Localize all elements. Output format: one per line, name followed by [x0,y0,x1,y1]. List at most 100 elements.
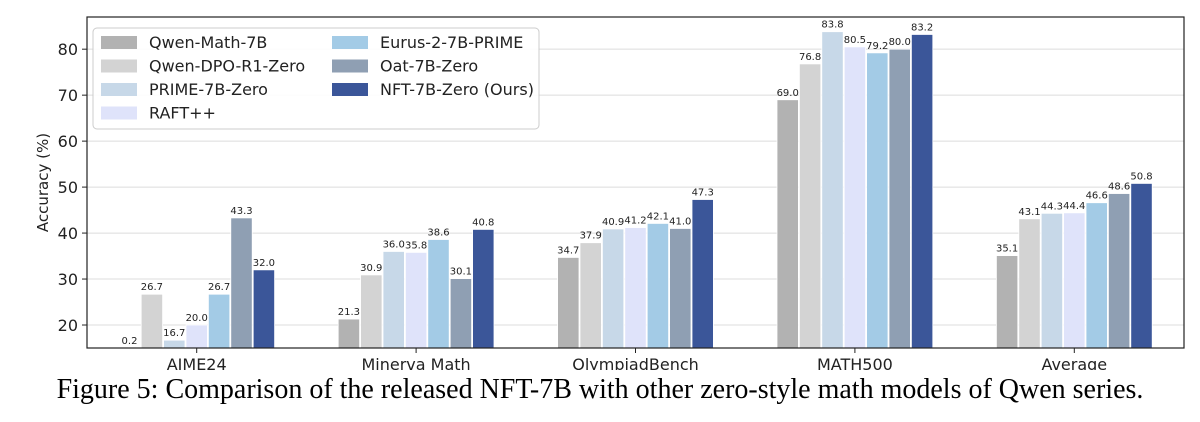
bar [911,34,934,349]
data-label: 43.3 [230,206,252,217]
legend-swatch [101,36,137,49]
legend-swatch [332,36,368,49]
data-label: 41.2 [624,216,646,227]
data-label: 32.0 [253,258,275,269]
bar-chart: 0.226.716.720.026.743.332.021.330.936.0 3… [34,16,1185,370]
bar [360,274,383,349]
data-label: 46.6 [1086,191,1108,202]
bar [1018,218,1041,349]
x-axis: AIME24 Minerva Math OlympiadBench MATH500 Av… [167,348,1107,370]
data-label: 36.0 [383,239,405,250]
data-label: 40.8 [472,217,494,228]
data-label: 21.3 [338,307,360,318]
y-tick-label: 60 [58,132,78,151]
bar [472,228,495,349]
figure-caption: Figure 5: Comparison of the released NFT… [56,374,1144,405]
y-tick-label: 50 [58,178,78,197]
bar [185,324,208,349]
bar [140,293,163,349]
data-label: 34.7 [557,245,579,256]
data-labels: 0.226.716.720.026.743.332.021.330.936.0 3… [122,20,1153,347]
legend-label: Qwen-DPO-R1-Zero [149,57,305,76]
data-label: 16.7 [163,328,185,339]
data-label: 30.9 [360,263,382,274]
bar [996,255,1019,349]
legend-label: Oat-7B-Zero [380,57,478,76]
data-label: 30.1 [450,267,472,278]
bar [1130,183,1153,349]
bar [821,31,844,349]
data-label: 20.0 [186,313,208,324]
data-label: 43.1 [1018,207,1040,218]
legend-swatch [332,83,368,96]
data-label: 76.8 [799,52,821,63]
data-label: 35.1 [996,244,1018,255]
bar [602,228,625,349]
legend: Qwen-Math-7B Qwen-DPO-R1-Zero PRIME-7B-Zer… [92,27,540,130]
data-label: 50.8 [1130,171,1152,182]
data-label: 48.6 [1108,182,1130,193]
bar [230,217,253,349]
legend-label: Eurus-2-7B-PRIME [380,33,523,52]
data-label: 69.0 [777,88,799,99]
y-tick-label: 70 [58,86,78,105]
legend-label: Qwen-Math-7B [149,33,267,52]
x-tick-label: OlympiadBench [572,355,699,370]
data-label: 79.2 [866,41,888,52]
data-label: 83.2 [911,22,933,33]
data-label: 44.3 [1041,201,1063,212]
x-tick-label: MATH500 [817,355,893,370]
bar [579,242,602,349]
bar [449,278,473,349]
data-label: 26.7 [208,282,230,293]
legend-swatch [332,59,368,73]
data-label: 40.9 [602,217,624,228]
legend-label: RAFT++ [149,104,216,123]
bar [1063,212,1086,349]
data-label: 41.0 [669,216,691,227]
y-axis-label: Accuracy (%) [34,133,52,232]
data-label: 83.8 [821,20,843,31]
bar [382,251,405,349]
data-label: 0.2 [122,336,138,347]
bar [207,293,231,349]
legend-label: NFT-7B-Zero (Ours) [380,80,534,99]
bar [691,199,714,349]
x-tick-label: Average [1041,355,1107,370]
bar [337,318,361,349]
bar [799,63,822,349]
x-tick-label: AIME24 [167,355,227,370]
bar [669,228,692,349]
bar [843,46,867,349]
bar [1108,193,1131,349]
data-label: 38.6 [427,228,449,239]
y-tick-label: 30 [58,270,78,289]
data-label: 37.9 [580,231,602,242]
legend-label: PRIME-7B-Zero [149,80,268,99]
bar [624,227,647,349]
x-tick-label: Minerva Math [361,355,470,370]
y-tick-label: 20 [58,316,78,335]
y-tick-label: 40 [58,224,78,243]
y-tick-label: 80 [58,40,78,59]
legend-swatch [101,83,137,96]
bar [163,339,186,349]
bar [776,99,799,349]
bar [427,239,450,349]
legend-swatch [101,106,137,120]
data-label: 35.8 [405,240,427,251]
bars [118,31,1153,349]
legend-box [92,27,540,130]
legend-swatch [101,59,137,73]
data-label: 26.7 [141,282,163,293]
y-axis: 20 30 40 50 60 70 80 [58,40,87,335]
data-label: 42.1 [647,211,669,222]
bar [404,251,428,349]
bar [646,223,670,349]
data-label: 44.4 [1063,201,1085,212]
bar [888,48,911,349]
bar [1040,212,1063,349]
bar [1085,202,1108,349]
bar [866,52,889,349]
data-label: 47.3 [692,188,714,199]
